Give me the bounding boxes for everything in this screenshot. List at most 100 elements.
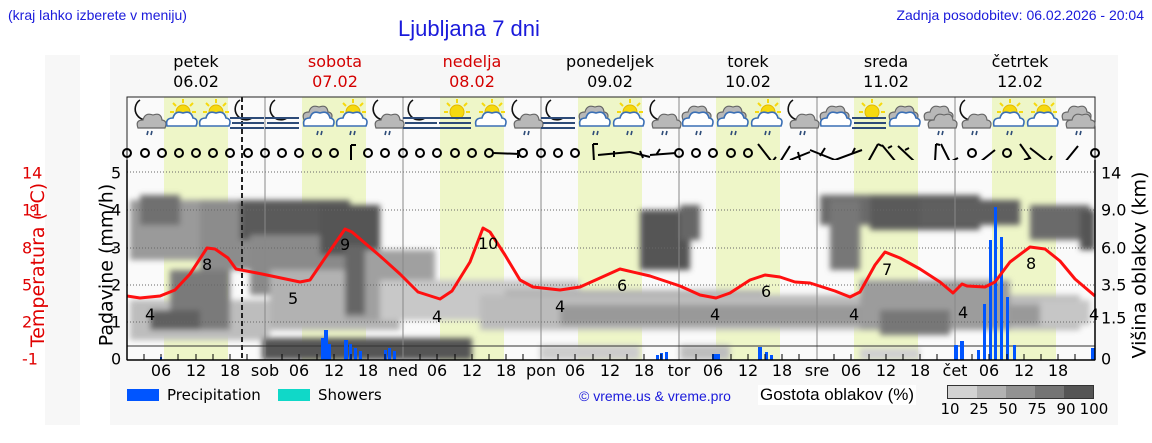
cloud-density-layer	[130, 195, 1095, 360]
weather-icon-night-rain	[511, 99, 544, 136]
svg-text:8: 8	[1026, 254, 1036, 273]
svg-text:4: 4	[849, 305, 859, 324]
cloud-density-label: Gostota oblakov (%)	[758, 385, 917, 405]
x-tick-label: 06	[840, 361, 862, 380]
precip-tick: 1	[111, 312, 122, 332]
weather-icon-sun-shower	[612, 98, 645, 136]
showers-legend-label: Showers	[318, 386, 382, 404]
weather-icon-cloud-rain	[302, 105, 335, 136]
weather-icon-night-rain	[372, 99, 405, 136]
temperature-labels: 4 8 5 9 4 10 4 6 4 6 4 7 4 8 4	[145, 234, 1099, 326]
svg-text:4: 4	[145, 305, 155, 324]
svg-text:6: 6	[761, 282, 771, 301]
wind-row	[122, 143, 1100, 160]
weather-icon-cloudy	[819, 105, 852, 127]
x-tick-label: 18	[219, 361, 241, 380]
temp-tick: 11	[22, 200, 43, 220]
showers-swatch	[278, 389, 310, 401]
x-tick-label: 12	[185, 361, 207, 380]
weather-icon-partly-cloudy	[474, 98, 507, 127]
weather-icon-partly-cloudy	[165, 98, 198, 127]
x-tick-label: 06	[288, 361, 310, 380]
day-header-saturday: sobota 07.02	[307, 52, 363, 91]
weather-icon-cloudy-rain	[681, 105, 714, 136]
weather-icon-night-fog	[264, 99, 300, 129]
scale-tick: 75	[1027, 400, 1047, 418]
temp-tick: 14	[22, 163, 43, 183]
temp-tick: -1	[22, 349, 38, 369]
weather-icon-night-fog	[229, 99, 265, 129]
weather-icon-partly-cloudy	[198, 98, 231, 127]
day-header-wednesday: sreda 11.02	[863, 52, 909, 91]
x-tick-label: 06	[978, 361, 1000, 380]
precip-tick: 0	[111, 349, 122, 369]
day-header-monday: ponedeljek 09.02	[566, 52, 654, 91]
x-tick-label: 18	[1047, 361, 1069, 380]
x-tick-label: sre	[804, 361, 830, 380]
x-tick-label: 18	[633, 361, 655, 380]
svg-text:8: 8	[202, 255, 212, 274]
svg-text:4: 4	[432, 307, 442, 326]
scale-tick: 25	[969, 400, 989, 418]
weather-icon-sun-shower	[335, 98, 368, 136]
weather-icons-row	[122, 98, 1100, 160]
x-tick-label: 18	[357, 361, 379, 380]
cloud-height-axis-label: Višina oblakov (km)	[1128, 171, 1151, 359]
weather-icon-cloud-rain	[716, 105, 749, 136]
day-separators	[264, 97, 956, 360]
day-header-tuesday: torek 10.02	[725, 52, 771, 91]
weather-icon-night-heavy-rain	[959, 99, 992, 136]
precip-tick: 2	[111, 275, 122, 295]
precip-tick: 5	[111, 163, 122, 183]
x-tick-label: 18	[495, 361, 517, 380]
weather-icon-cloudy-rain	[923, 105, 958, 136]
legend-showers: Showers	[278, 386, 382, 404]
weather-icon-night-rain	[787, 99, 820, 136]
precip-tick: 3	[111, 238, 122, 258]
legend-precipitation: Precipitation	[127, 386, 261, 404]
temp-tick: 2	[22, 312, 33, 332]
cloud-height-tick: 0	[1101, 349, 1112, 369]
day-header-friday: petek 06.02	[173, 52, 219, 91]
temperature-line	[126, 226, 1096, 301]
svg-text:5: 5	[288, 289, 298, 308]
x-tick-label: sob	[250, 361, 280, 380]
weather-icon-night-fog	[402, 99, 438, 129]
x-tick-label: 18	[909, 361, 931, 380]
x-tick-label: 18	[771, 361, 793, 380]
precip-tick: 4	[111, 200, 122, 220]
last-updated: Zadnja posodobitev: 06.02.2026 - 20:04	[896, 7, 1144, 23]
day-header-thursday: četrtek 12.02	[991, 52, 1049, 91]
cloud-height-tick: 9.0	[1101, 200, 1127, 220]
temp-tick: 8	[22, 238, 33, 258]
location-hint[interactable]: (kraj lahko izberete v meniju)	[8, 7, 187, 23]
scale-tick: 100	[1079, 400, 1109, 418]
svg-text:4: 4	[1089, 305, 1099, 324]
x-tick-label: 12	[875, 361, 897, 380]
cloud-height-tick: 1.5	[1101, 308, 1127, 328]
svg-text:7: 7	[882, 260, 892, 279]
precipitation-legend-label: Precipitation	[167, 386, 261, 404]
svg-text:6: 6	[617, 276, 627, 295]
weather-icon-sun-heavy-rain	[992, 98, 1025, 136]
svg-text:9: 9	[340, 235, 350, 254]
x-tick-label: 12	[461, 361, 483, 380]
scale-tick: 90	[1056, 400, 1076, 418]
x-tick-label: 12	[1013, 361, 1035, 380]
weather-icon-night-rain	[649, 99, 682, 136]
x-tick-label: 12	[323, 361, 345, 380]
weather-icon-night-rain	[134, 99, 167, 136]
weather-icon-partly-cloudy	[1026, 98, 1059, 127]
precipitation-swatch	[127, 389, 159, 401]
x-tick-label: 12	[737, 361, 759, 380]
day-header-sunday: nedelja 08.02	[442, 52, 502, 91]
copyright-link[interactable]: © vreme.us & vreme.pro	[579, 388, 731, 404]
x-tick-label: 12	[599, 361, 621, 380]
svg-text:4: 4	[710, 305, 720, 324]
svg-text:10: 10	[478, 234, 498, 253]
weather-icon-sun-fog	[436, 98, 472, 129]
horizontal-gridlines	[127, 171, 1095, 323]
scale-tick: 10	[940, 400, 960, 418]
cloud-height-tick: 14	[1101, 163, 1122, 183]
